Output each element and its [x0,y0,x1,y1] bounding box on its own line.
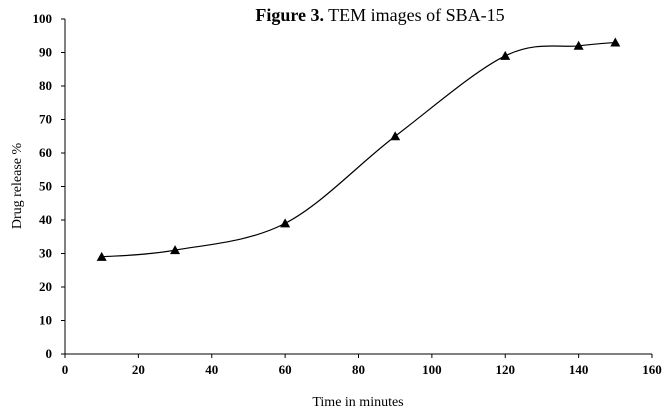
y-tick-label: 70 [39,112,52,127]
data-point-marker [573,40,584,50]
y-tick-label: 90 [39,45,52,60]
axes: 0 10 20 30 40 50 60 70 80 90 100 0 20 40 60 80 100 120 140… [33,11,662,377]
chart-title-prefix: Figure 3. [255,5,324,25]
x-tick-label: 60 [279,362,292,377]
series-line [101,41,616,258]
y-tick-label: 30 [39,246,52,261]
x-tick-label: 0 [62,362,69,377]
y-tick-label: 40 [39,212,52,227]
data-point-marker [280,218,291,228]
x-tick-label: 20 [132,362,145,377]
y-tick-label: 50 [39,179,52,194]
chart-title: Figure 3. TEM images of SBA-15 [255,5,504,25]
y-axis-title: Drug release % [10,143,25,230]
x-tick-label: 160 [642,362,662,377]
x-tick-label: 120 [496,362,516,377]
y-tick-label: 20 [39,279,52,294]
data-point-marker [500,50,511,60]
y-tick-label: 10 [39,313,52,328]
x-axis-title: Time in minutes [312,395,403,410]
x-tick-label: 80 [352,362,365,377]
x-tick-label: 40 [205,362,218,377]
x-tick-label: 100 [422,362,442,377]
plot-area [96,37,621,261]
chart-title-text: TEM images of SBA-15 [324,5,505,25]
y-tick-label: 100 [33,11,53,26]
data-point-marker [170,245,181,255]
y-tick-label: 60 [39,145,52,160]
data-point-marker [390,131,401,141]
data-point-marker [610,37,621,47]
data-point-marker [96,251,107,261]
y-tick-label: 0 [46,346,53,361]
x-tick-label: 140 [569,362,589,377]
y-tick-label: 80 [39,78,52,93]
